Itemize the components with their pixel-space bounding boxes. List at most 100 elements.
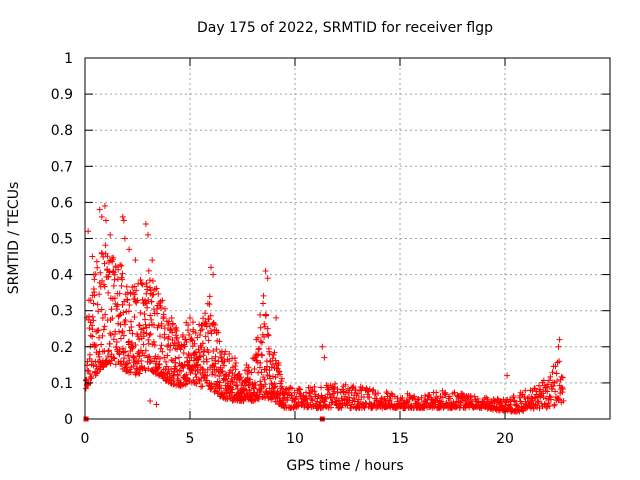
data-point bbox=[255, 351, 262, 358]
data-point bbox=[119, 328, 126, 335]
data-point bbox=[317, 399, 324, 406]
data-point bbox=[536, 405, 543, 412]
data-point bbox=[267, 358, 274, 365]
data-point bbox=[149, 257, 156, 264]
data-point bbox=[120, 349, 127, 356]
data-point bbox=[102, 311, 109, 318]
data-point bbox=[190, 319, 197, 326]
data-point bbox=[204, 300, 211, 307]
data-point bbox=[96, 334, 103, 341]
data-point bbox=[149, 277, 156, 284]
data-point bbox=[157, 333, 164, 340]
data-point bbox=[174, 372, 181, 379]
data-point bbox=[264, 331, 271, 338]
data-point bbox=[178, 368, 185, 375]
data-point bbox=[216, 379, 223, 386]
data-point bbox=[266, 351, 273, 358]
data-point bbox=[387, 395, 394, 402]
data-point bbox=[322, 394, 329, 401]
y-tick-label: 0.6 bbox=[51, 195, 73, 211]
data-point bbox=[288, 385, 295, 392]
data-point bbox=[117, 261, 124, 268]
data-point bbox=[118, 282, 125, 289]
data-point bbox=[551, 401, 558, 408]
data-point bbox=[89, 333, 96, 340]
data-point bbox=[309, 397, 316, 404]
data-point bbox=[164, 343, 171, 350]
data-point bbox=[370, 386, 377, 393]
data-point bbox=[134, 297, 141, 304]
data-point bbox=[205, 349, 212, 356]
data-point bbox=[140, 325, 147, 332]
data-point bbox=[514, 403, 521, 410]
data-point bbox=[168, 315, 175, 322]
data-point bbox=[560, 397, 567, 404]
data-point bbox=[257, 378, 264, 385]
data-point bbox=[136, 322, 143, 329]
grid-lines bbox=[85, 58, 610, 419]
data-point bbox=[554, 378, 561, 385]
data-point bbox=[260, 292, 267, 299]
data-point bbox=[246, 386, 253, 393]
data-point bbox=[185, 351, 192, 358]
data-point bbox=[251, 385, 258, 392]
data-point bbox=[318, 384, 325, 391]
data-point bbox=[169, 337, 176, 344]
data-point bbox=[541, 400, 548, 407]
data-point bbox=[295, 399, 302, 406]
data-point bbox=[273, 365, 280, 372]
data-point bbox=[96, 206, 103, 213]
data-point bbox=[240, 397, 247, 404]
data-point bbox=[219, 368, 226, 375]
x-tick-label: 15 bbox=[391, 431, 409, 447]
data-point bbox=[388, 390, 395, 397]
data-point bbox=[447, 395, 454, 402]
data-point bbox=[275, 362, 282, 369]
data-point bbox=[342, 381, 349, 388]
data-point bbox=[552, 388, 559, 395]
data-point bbox=[272, 357, 279, 364]
data-point bbox=[540, 377, 547, 384]
data-point bbox=[129, 330, 136, 337]
data-point bbox=[205, 316, 212, 323]
data-point bbox=[121, 298, 128, 305]
data-point bbox=[100, 326, 107, 333]
data-point bbox=[231, 355, 238, 362]
data-point bbox=[190, 326, 197, 333]
data-point bbox=[119, 213, 126, 220]
data-point bbox=[485, 398, 492, 405]
data-point bbox=[169, 329, 176, 336]
data-point bbox=[103, 359, 110, 366]
data-point bbox=[85, 367, 92, 374]
data-point bbox=[346, 394, 353, 401]
data-point bbox=[150, 291, 157, 298]
data-point bbox=[135, 358, 142, 365]
data-point bbox=[146, 353, 153, 360]
data-point bbox=[352, 386, 359, 393]
data-point bbox=[117, 335, 124, 342]
data-point bbox=[114, 306, 121, 313]
data-point bbox=[302, 396, 309, 403]
data-point bbox=[228, 375, 235, 382]
chart-title: Day 175 of 2022, SRMTID for receiver flg… bbox=[197, 20, 493, 36]
data-point bbox=[155, 290, 162, 297]
data-point bbox=[128, 324, 135, 331]
data-point bbox=[152, 286, 159, 293]
data-point bbox=[254, 359, 261, 366]
data-point bbox=[199, 383, 206, 390]
data-point bbox=[547, 396, 554, 403]
data-point bbox=[126, 357, 133, 364]
data-point bbox=[195, 346, 202, 353]
data-point bbox=[136, 353, 143, 360]
data-point bbox=[132, 341, 139, 348]
data-point bbox=[258, 369, 265, 376]
data-point bbox=[264, 363, 271, 370]
data-point bbox=[93, 258, 100, 265]
data-point bbox=[140, 333, 147, 340]
data-point bbox=[94, 264, 101, 271]
data-point bbox=[142, 367, 149, 374]
data-point bbox=[260, 393, 267, 400]
x-tick-label: 10 bbox=[286, 431, 304, 447]
data-point bbox=[206, 301, 213, 308]
y-tick-label: 0.1 bbox=[51, 376, 73, 392]
